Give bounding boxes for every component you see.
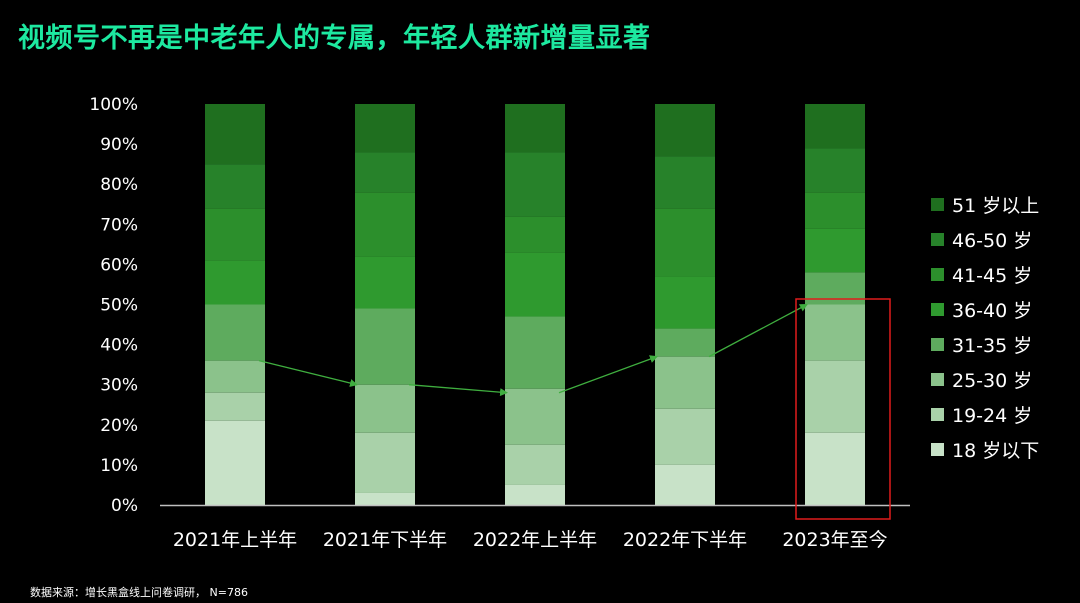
bar-segment	[655, 464, 715, 505]
bar-segment	[355, 256, 415, 309]
bar-segment	[505, 388, 565, 445]
trend-arrow	[558, 355, 658, 394]
x-tick-label: 2022年下半年	[623, 529, 747, 551]
bar-segment	[355, 384, 415, 433]
bar-segment	[355, 492, 415, 505]
trend-arrow	[258, 360, 358, 387]
bar-segment	[655, 276, 715, 329]
legend-label: 46-50 岁	[952, 230, 1033, 252]
bar-segment	[805, 432, 865, 505]
y-tick-label: 30%	[100, 376, 138, 396]
bar-segment	[805, 228, 865, 273]
x-tick-label: 2021年下半年	[323, 529, 447, 551]
data-source-note: 数据来源：增长黑盒线上问卷调研， N=786	[30, 586, 248, 599]
bar-segment	[205, 360, 265, 393]
bar-segment	[205, 164, 265, 209]
bar-segment	[205, 420, 265, 505]
legend-swatch	[931, 303, 944, 316]
bar-segment	[505, 152, 565, 217]
legend-label: 31-35 岁	[952, 335, 1033, 357]
x-tick-label: 2021年上半年	[173, 529, 297, 551]
bar-segment	[655, 208, 715, 277]
y-tick-label: 100%	[89, 95, 138, 115]
y-tick-label: 0%	[111, 496, 138, 516]
bar-segment	[355, 152, 415, 193]
legend-item: 46-50 岁	[931, 222, 1039, 257]
y-tick-label: 90%	[100, 135, 138, 155]
y-tick-label: 70%	[100, 215, 138, 235]
legend-label: 36-40 岁	[952, 300, 1033, 322]
y-tick-label: 20%	[100, 416, 138, 436]
legend-item: 25-30 岁	[931, 362, 1039, 397]
bar-segment	[805, 192, 865, 229]
page-title: 视频号不再是中老年人的专属，年轻人群新增量显著	[18, 23, 651, 54]
bar-segment	[205, 392, 265, 421]
chart-legend: 51 岁以上 46-50 岁 41-45 岁 36-40 岁 31-35 岁 25-30 …	[931, 187, 1039, 467]
bar-segment	[655, 328, 715, 357]
legend-item: 41-45 岁	[931, 257, 1039, 292]
bar-segment	[505, 484, 565, 505]
bar-segment	[805, 360, 865, 433]
bar-segment	[355, 192, 415, 257]
y-tick-label: 60%	[100, 255, 138, 275]
y-tick-label: 40%	[100, 336, 138, 356]
legend-label: 18 岁以下	[952, 440, 1040, 462]
bar-segment	[355, 308, 415, 385]
bar-segment	[505, 216, 565, 253]
bar-segment	[205, 260, 265, 305]
legend-label: 25-30 岁	[952, 370, 1033, 392]
legend-label: 19-24 岁	[952, 405, 1033, 427]
legend-swatch	[931, 443, 944, 456]
bar-segment	[355, 104, 415, 153]
highlight-box	[795, 298, 891, 520]
legend-label: 51 岁以上	[952, 195, 1040, 217]
y-tick-label: 10%	[100, 456, 138, 476]
legend-item: 36-40 岁	[931, 292, 1039, 327]
bar-segment	[805, 148, 865, 193]
legend-swatch	[931, 233, 944, 246]
legend-item: 51 岁以上	[931, 187, 1039, 222]
bar-segment	[505, 444, 565, 485]
bar-segment	[655, 156, 715, 209]
y-tick-label: 80%	[100, 175, 138, 195]
trend-arrow	[408, 384, 508, 397]
bar-segment	[205, 104, 265, 165]
legend-item: 19-24 岁	[931, 397, 1039, 432]
bar-segment	[655, 356, 715, 409]
trend-arrow	[708, 303, 808, 358]
legend-swatch	[931, 338, 944, 351]
legend-swatch	[931, 408, 944, 421]
legend-swatch	[931, 268, 944, 281]
bar-segment	[505, 252, 565, 317]
bar-segment	[505, 104, 565, 153]
legend-swatch	[931, 373, 944, 386]
bar-segment	[205, 304, 265, 361]
y-tick-label: 50%	[100, 296, 138, 316]
bar-segment	[805, 304, 865, 361]
bar-segment	[805, 104, 865, 149]
bar-segment	[655, 104, 715, 157]
bar-segment	[505, 316, 565, 389]
legend-item: 31-35 岁	[931, 327, 1039, 362]
legend-swatch	[931, 198, 944, 211]
x-tick-label: 2022年上半年	[473, 529, 597, 551]
legend-label: 41-45 岁	[952, 265, 1033, 287]
legend-item: 18 岁以下	[931, 432, 1039, 467]
x-tick-label: 2023年至今	[782, 529, 887, 551]
bar-segment	[655, 408, 715, 465]
bar-segment	[355, 432, 415, 493]
bar-segment	[205, 208, 265, 261]
